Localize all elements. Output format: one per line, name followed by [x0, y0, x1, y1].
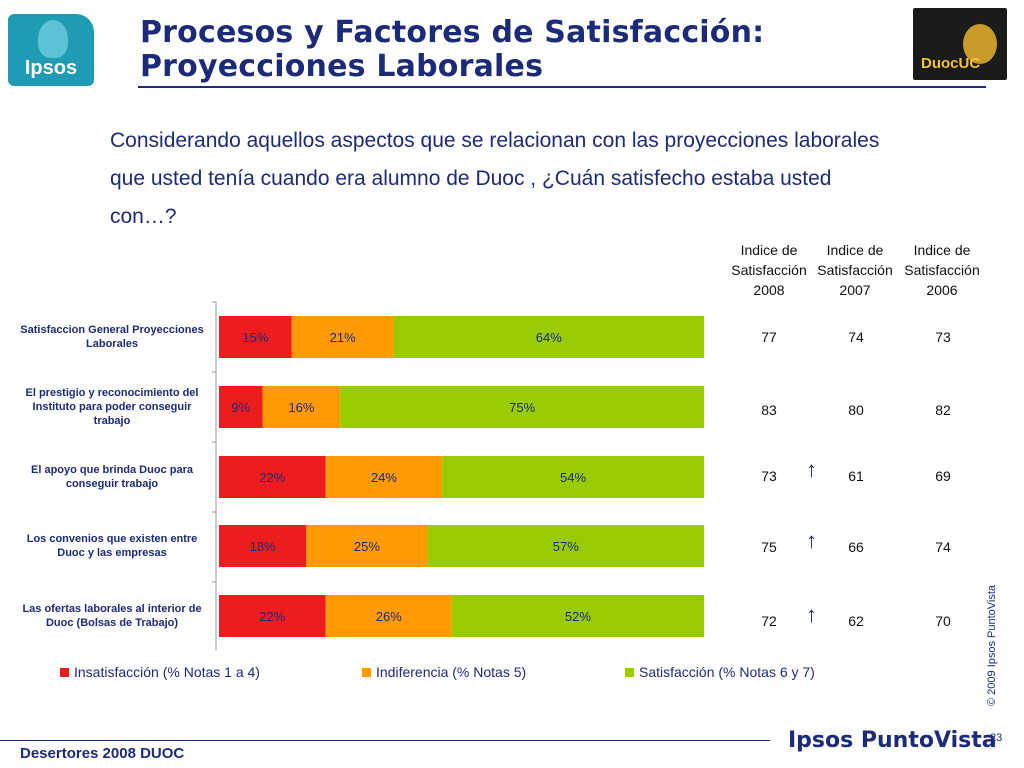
title-divider	[138, 86, 986, 88]
legend-swatch	[625, 667, 634, 677]
bar-segment	[427, 525, 704, 567]
index-value-2006: 74	[935, 539, 951, 555]
up-arrow-icon: ↑	[806, 528, 817, 553]
title-line-2: Proyecciones Laborales	[140, 49, 544, 84]
page-number: 23	[990, 732, 1003, 744]
index-value-2006: 70	[935, 613, 951, 629]
bar-data-label: 75%	[509, 400, 535, 415]
duoc-logo: DuocUC	[913, 8, 1007, 80]
index-value-2008: 77	[761, 329, 777, 345]
page-title: Procesos y Factores de Satisfacción: Pro…	[140, 16, 764, 84]
bar-data-label: 57%	[553, 539, 579, 554]
bar-segment	[393, 316, 704, 358]
index-value-2007: 61	[848, 468, 864, 484]
bar-data-label: 22%	[259, 609, 285, 624]
bar-data-label: 16%	[288, 400, 314, 415]
chart-legend: Insatisfacción (% Notas 1 a 4) Indiferen…	[60, 664, 860, 684]
bar-data-label: 64%	[536, 330, 562, 345]
index-header-line: Satisfacción	[817, 262, 893, 278]
ipsos-logo-text: Ipsos	[24, 57, 78, 79]
index-value-2008: 72	[761, 613, 777, 629]
bar-data-label: 18%	[250, 539, 276, 554]
up-arrow-icon: ↑	[806, 602, 817, 627]
bar-data-label: 54%	[560, 470, 586, 485]
bar-segment	[219, 386, 263, 428]
index-value-2006: 73	[935, 329, 951, 345]
index-header-line: Satisfacción	[904, 262, 980, 278]
duoc-logo-text: DuocUC	[921, 55, 981, 72]
index-value-2007: 74	[848, 329, 864, 345]
duoc-seal-icon	[963, 24, 997, 64]
category-label: El apoyo que brinda Duoc para conseguir …	[31, 464, 193, 490]
bar-segment	[325, 456, 443, 498]
bar-segment	[262, 386, 341, 428]
bar-data-label: 52%	[565, 609, 591, 624]
bar-data-label: 24%	[371, 470, 397, 485]
up-arrow-icon: ↑	[806, 457, 817, 482]
bar-data-label: 22%	[259, 470, 285, 485]
ipsos-logo: Ipsos	[8, 14, 94, 86]
category-label: Los convenios que existen entre Duoc y l…	[26, 533, 198, 559]
index-value-2008: 83	[761, 402, 777, 418]
index-header-line: Satisfacción	[731, 262, 807, 278]
index-header-2006: Indice de Satisfacción 2006	[900, 240, 984, 300]
bar-segment	[219, 316, 292, 358]
bar-segment	[340, 386, 704, 428]
legend-swatch	[60, 667, 69, 677]
stacked-bar-chart: 15% 21% 64% 9% 16% 75% 22% 24% 54% 18% 25% 57% 22% 26…	[212, 301, 704, 650]
index-value-2007: 66	[848, 539, 864, 555]
legend-label: Insatisfacción (% Notas 1 a 4)	[74, 664, 260, 680]
bar-segment	[325, 595, 452, 637]
bar-data-label: 15%	[242, 330, 268, 345]
index-header-year: 2006	[926, 282, 958, 298]
index-value-2007: 80	[848, 402, 864, 418]
bar-segment	[442, 456, 704, 498]
category-label: El prestigio y reconocimiento del Instit…	[25, 387, 199, 427]
footer-title: Desertores 2008 DUOC	[20, 745, 185, 762]
bar-segment	[219, 456, 326, 498]
bar-data-label: 9%	[231, 400, 250, 415]
legend-item-indiferencia: Indiferencia (% Notas 5)	[362, 664, 526, 680]
legend-swatch	[362, 667, 371, 677]
ipsos-puntovista-logo: Ipsos PuntoVista	[788, 728, 997, 753]
index-value-2008: 75	[761, 539, 777, 555]
bar-segment	[291, 316, 394, 358]
index-header-line: Indice de	[913, 242, 971, 258]
index-header-2008: Indice de Satisfacción 2008	[727, 240, 811, 300]
index-value-2008: 73	[761, 468, 777, 484]
category-label: Satisfaccion General Proyecciones Labora…	[20, 324, 204, 350]
bar-segment	[306, 525, 428, 567]
bar-segment	[219, 595, 326, 637]
index-header-line: Indice de	[826, 242, 884, 258]
index-value-2006: 69	[935, 468, 951, 484]
legend-label: Indiferencia (% Notas 5)	[376, 664, 527, 680]
ipsos-head-icon	[38, 20, 68, 58]
title-line-1: Procesos y Factores de Satisfacción:	[140, 15, 765, 50]
bar-segment	[451, 595, 704, 637]
copyright-text: © 2009 Ipsos PuntoVista	[986, 584, 998, 706]
bar-data-label: 21%	[330, 330, 356, 345]
index-header-year: 2007	[839, 282, 871, 298]
bar-data-label: 26%	[376, 609, 402, 624]
index-value-2007: 62	[848, 613, 864, 629]
survey-question: Considerando aquellos aspectos que se re…	[110, 129, 880, 228]
bar-segment	[219, 525, 307, 567]
legend-label: Satisfacción (% Notas 6 y 7)	[639, 664, 815, 680]
bar-data-label: 25%	[354, 539, 380, 554]
legend-item-satisfaccion: Satisfacción (% Notas 6 y 7)	[625, 664, 815, 680]
index-header-2007: Indice de Satisfacción 2007	[813, 240, 897, 300]
index-value-2006: 82	[935, 402, 951, 418]
category-label: Las ofertas laborales al interior de Duo…	[22, 603, 202, 629]
legend-item-insatisfaccion: Insatisfacción (% Notas 1 a 4)	[60, 664, 260, 680]
footer-divider	[0, 740, 770, 741]
index-header-line: Indice de	[740, 242, 798, 258]
index-header-year: 2008	[753, 282, 785, 298]
